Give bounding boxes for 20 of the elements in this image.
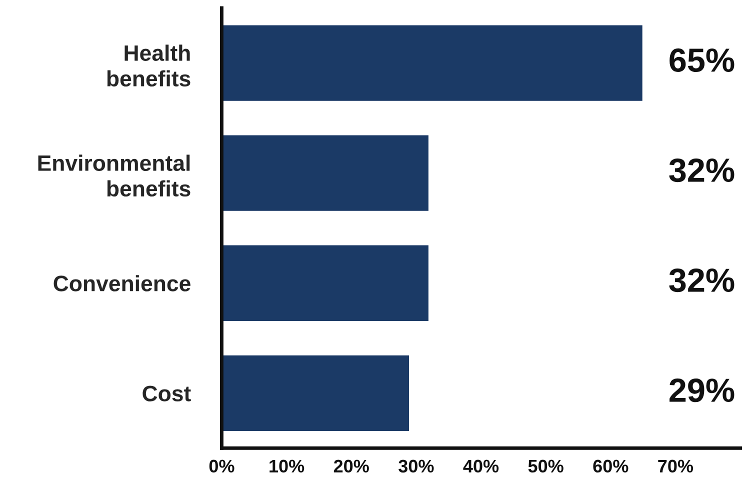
- x-tick-label: 40%: [463, 460, 499, 473]
- x-tick-label: 0%: [209, 460, 234, 473]
- data-label: 29%: [670, 378, 734, 402]
- x-tick-label: 60%: [593, 460, 628, 473]
- x-tick-label: 70%: [658, 460, 694, 473]
- bar: [222, 244, 430, 322]
- y-tick-label: Environmental benefits: [38, 154, 190, 197]
- data-label: 32%: [669, 268, 734, 292]
- y-tick-label: Cost: [142, 386, 191, 402]
- x-tick-label: 10%: [270, 460, 304, 473]
- data-label: 32%: [669, 158, 734, 182]
- bar: [222, 354, 410, 432]
- x-tick-label: 20%: [334, 460, 369, 473]
- x-tick-label: 30%: [398, 460, 434, 473]
- y-tick-label: Health benefits: [107, 44, 190, 87]
- bar: [222, 134, 430, 212]
- x-tick-label: 50%: [528, 460, 564, 473]
- y-tick-label: Convenience: [54, 275, 190, 292]
- bar: [222, 24, 644, 102]
- data-label: 65%: [670, 48, 734, 72]
